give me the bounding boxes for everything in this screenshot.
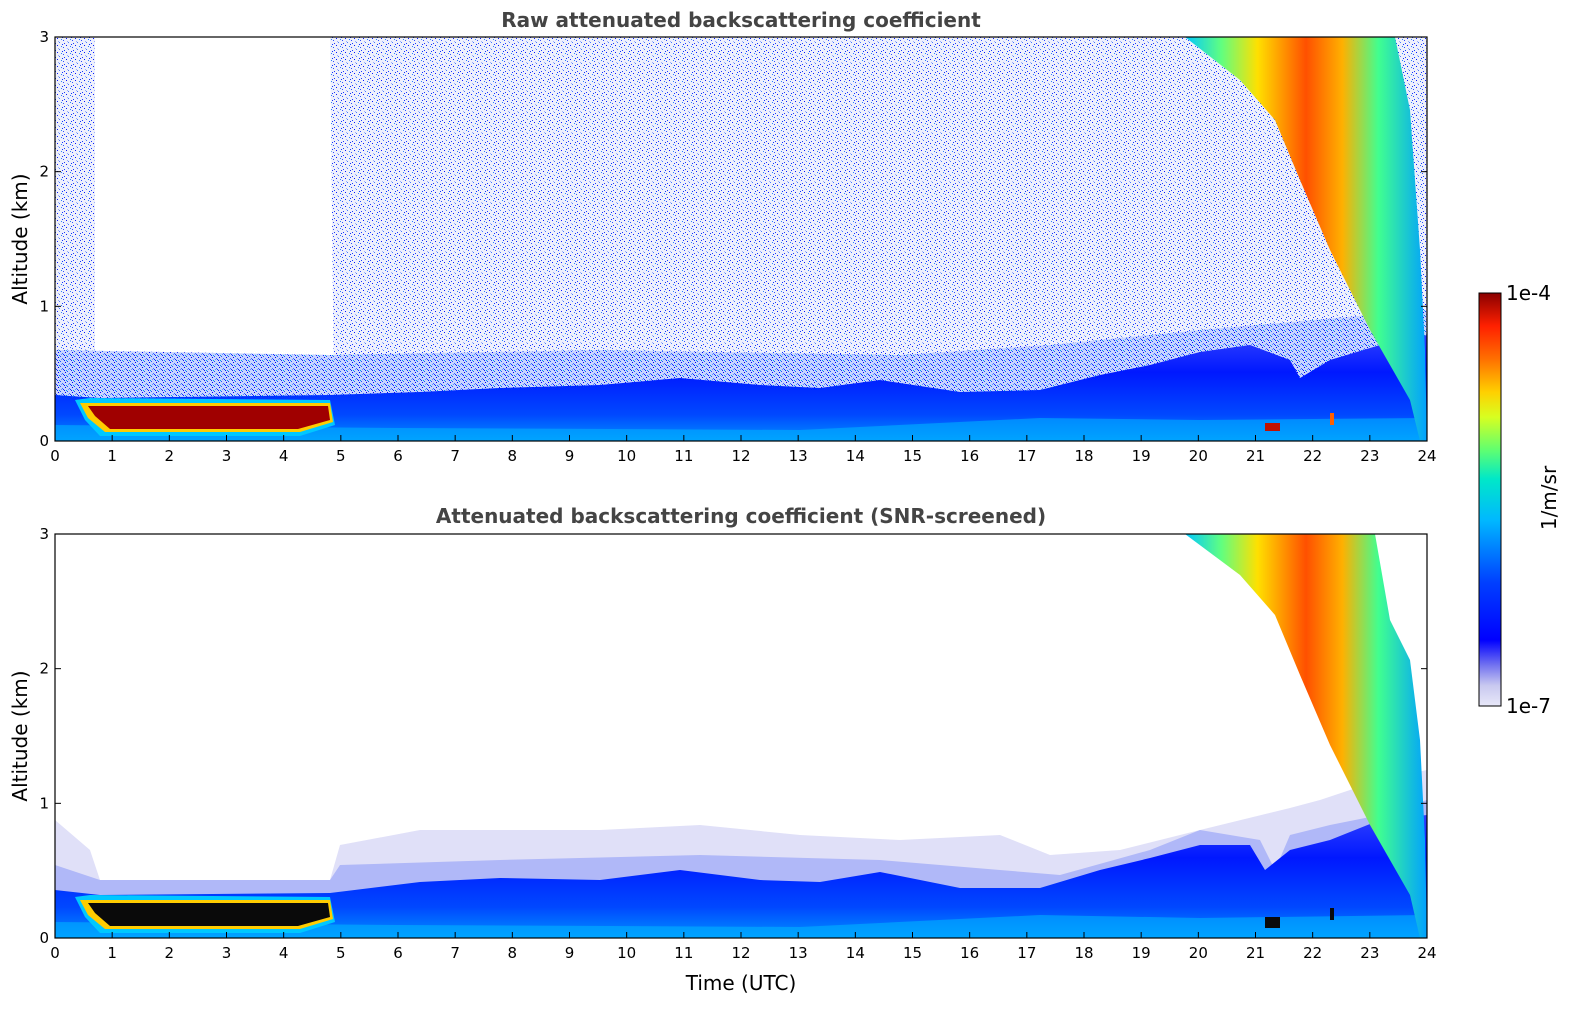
colorbar-max-label: 1e-4 (1506, 281, 1551, 305)
x-tick-label: 1 (107, 447, 117, 465)
x-tick-label: 21 (1246, 447, 1265, 465)
panel-a-boundary-layer (55, 335, 1427, 441)
x-tick-label: 16 (960, 447, 979, 465)
y-tick-label: 2 (39, 163, 49, 181)
panel-a-plot-area (55, 37, 1427, 441)
x-tick-label: 11 (674, 944, 693, 962)
panel-a-title: Raw attenuated backscattering coefficien… (501, 8, 981, 32)
panel-b-title: Attenuated backscattering coefficient (S… (436, 504, 1046, 528)
x-tick-label: 13 (789, 447, 808, 465)
panel-b-axes: 0 1 2 3 4 5 6 7 8 9 10 11 12 13 14 15 16 17 18 19 20 21 22 23 24… (39, 525, 1436, 962)
x-tick-label: 24 (1417, 944, 1436, 962)
x-tick-label: 23 (1360, 944, 1379, 962)
y-tick-label: 2 (39, 660, 49, 678)
x-tick-label: 23 (1360, 447, 1379, 465)
panel-a-cloud-fragment (1265, 423, 1280, 431)
x-tick-label: 13 (789, 944, 808, 962)
x-tick-label: 19 (1132, 944, 1151, 962)
panel-b-cloud-fragment (1330, 908, 1334, 920)
x-tick-label: 8 (508, 944, 518, 962)
panel-a-low-cloud (75, 398, 335, 436)
colorbar-gradient (1478, 292, 1502, 707)
y-tick-label: 0 (39, 929, 49, 947)
panel-b-boundary-layer (55, 815, 1427, 938)
x-tick-label: 14 (846, 447, 865, 465)
x-tick-label: 18 (1074, 447, 1093, 465)
panel-a-clear-sky-region (95, 37, 334, 395)
y-tick-label: 3 (39, 28, 49, 46)
panel-b-cloud-fragment (1265, 917, 1280, 928)
x-tick-label: 17 (1017, 447, 1036, 465)
x-tick-label: 4 (279, 944, 289, 962)
x-tick-label: 20 (1189, 447, 1208, 465)
y-tick-label: 1 (39, 794, 49, 812)
panel-b-plot-area (55, 534, 1427, 938)
x-tick-label: 5 (336, 944, 346, 962)
y-tick-label: 3 (39, 525, 49, 543)
x-tick-label: 12 (731, 447, 750, 465)
panel-a-noise-field (55, 37, 1427, 441)
x-tick-label: 3 (222, 447, 232, 465)
panel-a-axes: 0 1 2 3 4 5 6 7 8 9 10 11 12 13 14 15 16 17 18 19 20 21 22 23 24… (39, 28, 1436, 465)
x-tick-label: 6 (393, 944, 403, 962)
x-tick-label: 7 (450, 447, 460, 465)
panel-a-cloud-band (1185, 37, 1427, 441)
panel-b-ylabel: Altitude (km) (8, 670, 32, 801)
x-tick-label: 16 (960, 944, 979, 962)
x-tick-label: 10 (617, 944, 636, 962)
x-tick-label: 2 (165, 447, 175, 465)
x-tick-label: 22 (1303, 447, 1322, 465)
x-tick-label: 17 (1017, 944, 1036, 962)
x-tick-label: 10 (617, 447, 636, 465)
colorbar-min-label: 1e-7 (1506, 694, 1551, 718)
x-tick-label: 7 (450, 944, 460, 962)
x-tick-label: 24 (1417, 447, 1436, 465)
x-tick-label: 4 (279, 447, 289, 465)
panel-b-cloud-band (1185, 534, 1427, 938)
x-tick-label: 11 (674, 447, 693, 465)
x-tick-label: 12 (731, 944, 750, 962)
x-tick-label: 9 (565, 944, 575, 962)
x-tick-label: 3 (222, 944, 232, 962)
x-tick-label: 5 (336, 447, 346, 465)
colorbar: 1e-4 1e-7 1/m/sr (1478, 281, 1561, 718)
x-tick-label: 19 (1132, 447, 1151, 465)
colorbar-unit-label: 1/m/sr (1537, 465, 1561, 530)
x-tick-label: 6 (393, 447, 403, 465)
x-tick-label: 2 (165, 944, 175, 962)
x-tick-label: 22 (1303, 944, 1322, 962)
y-tick-label: 0 (39, 432, 49, 450)
panel-a-ylabel: Altitude (km) (8, 173, 32, 304)
x-tick-label: 15 (903, 447, 922, 465)
x-tick-label: 21 (1246, 944, 1265, 962)
x-tick-label: 1 (107, 944, 117, 962)
x-tick-label: 18 (1074, 944, 1093, 962)
x-tick-label: 15 (903, 944, 922, 962)
panel-b-xlabel: Time (UTC) (685, 971, 797, 995)
x-tick-label: 9 (565, 447, 575, 465)
y-tick-label: 1 (39, 297, 49, 315)
x-tick-label: 14 (846, 944, 865, 962)
panel-b-low-cloud (75, 895, 335, 933)
x-tick-label: 0 (50, 447, 60, 465)
x-tick-label: 8 (508, 447, 518, 465)
panel-a-cloud-fragment (1330, 413, 1334, 425)
x-tick-label: 20 (1189, 944, 1208, 962)
x-tick-label: 0 (50, 944, 60, 962)
